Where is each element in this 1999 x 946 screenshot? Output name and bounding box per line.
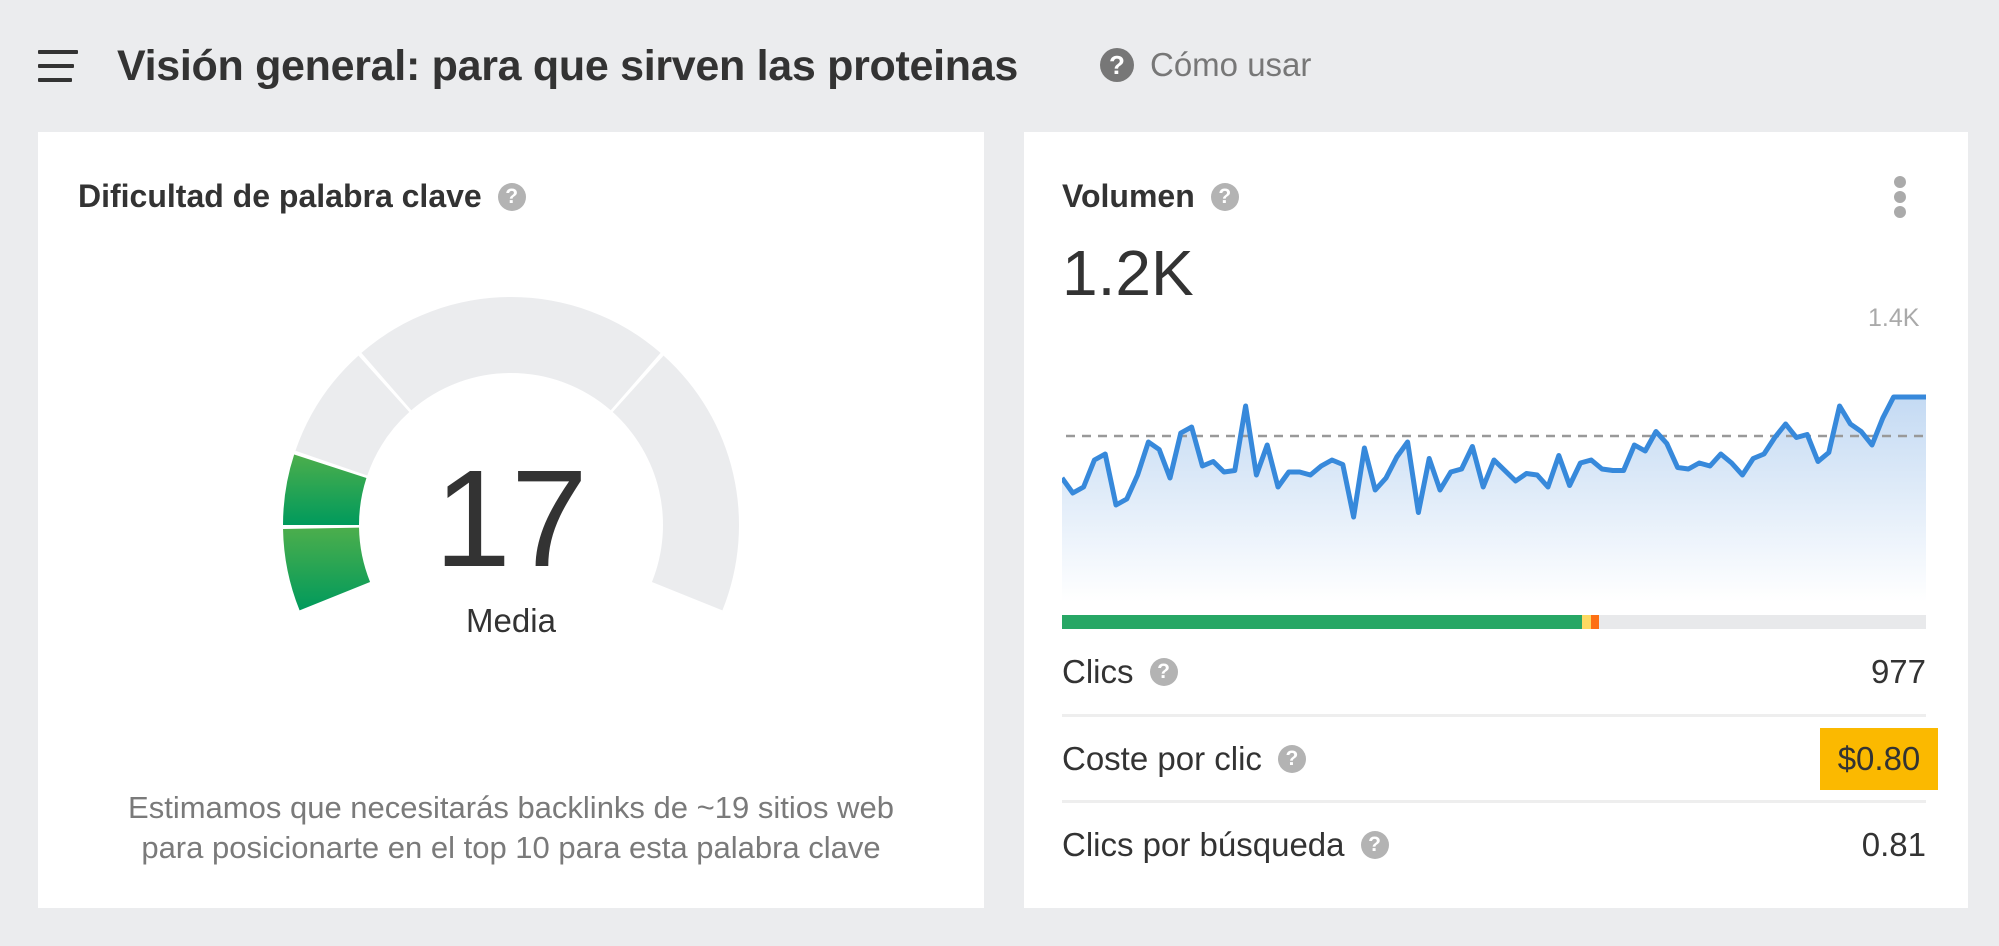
card-title-text: Volumen	[1062, 178, 1195, 214]
how-to-use-label: Cómo usar	[1150, 46, 1312, 83]
volume-trend-chart	[1062, 394, 1926, 602]
volume-card: Volumen ? 1.2K 1.4K Clics? 977 Coste por…	[1024, 132, 1968, 908]
metric-row-clicks-per-search: Clics por búsqueda? 0.81	[1062, 802, 1926, 888]
question-circle-icon[interactable]: ?	[1149, 658, 1178, 686]
keyword-difficulty-title: Dificultad de palabra clave ?	[78, 178, 526, 215]
metric-value: 977	[1870, 653, 1926, 690]
volume-value: 1.2K	[1062, 237, 1194, 309]
metric-row-clicks: Clics? 977	[1062, 629, 1926, 715]
difficulty-score: 17	[434, 442, 588, 596]
note-line-2: para posicionarte en el top 10 para esta…	[141, 830, 881, 865]
question-circle-icon[interactable]: ?	[1360, 831, 1389, 859]
more-vertical-icon[interactable]	[1888, 176, 1912, 222]
difficulty-note: Estimamos que necesitarás backlinks de ~…	[78, 788, 944, 868]
volume-title: Volumen ?	[1062, 178, 1239, 215]
difficulty-label: Media	[466, 602, 556, 639]
divider	[1062, 714, 1926, 717]
difficulty-gauge	[283, 296, 740, 611]
metric-label: Clics?	[1062, 653, 1178, 691]
page-title: Visión general: para que sirven las prot…	[117, 42, 1018, 90]
orange-segment	[1590, 615, 1600, 629]
page-header: Visión general: para que sirven las prot…	[0, 0, 1999, 132]
organic-clicks	[1062, 615, 1583, 629]
metric-label: Coste por clic?	[1062, 740, 1306, 778]
divider	[1062, 800, 1926, 803]
how-to-use-link[interactable]: ? Cómo usar	[1100, 46, 1311, 84]
gauge-segment	[283, 454, 367, 525]
gauge-segment	[283, 527, 371, 611]
gauge-segment	[612, 355, 740, 611]
metric-value: $0.80	[1820, 728, 1938, 790]
metric-label: Clics por búsqueda?	[1062, 826, 1389, 864]
metric-value: 0.81	[1861, 826, 1926, 863]
axis-max-label: 1.4K	[1868, 304, 1920, 332]
question-circle-icon[interactable]: ?	[1277, 745, 1306, 773]
question-circle-icon[interactable]: ?	[1210, 182, 1239, 211]
yellow-segment	[1582, 615, 1591, 629]
gauge-segment	[361, 296, 661, 411]
metric-row-cpc: Coste por clic? $0.80	[1062, 716, 1938, 802]
clicks-distribution-bar	[1062, 615, 1926, 629]
gauge-segment	[295, 355, 410, 476]
question-circle-icon[interactable]: ?	[497, 182, 526, 211]
hamburger-icon[interactable]	[38, 50, 78, 82]
card-title-text: Dificultad de palabra clave	[78, 178, 482, 214]
note-line-1: Estimamos que necesitarás backlinks de ~…	[128, 790, 894, 825]
keyword-difficulty-card: Dificultad de palabra clave ? 17 Media E…	[38, 132, 984, 908]
question-circle-icon: ?	[1100, 48, 1134, 82]
